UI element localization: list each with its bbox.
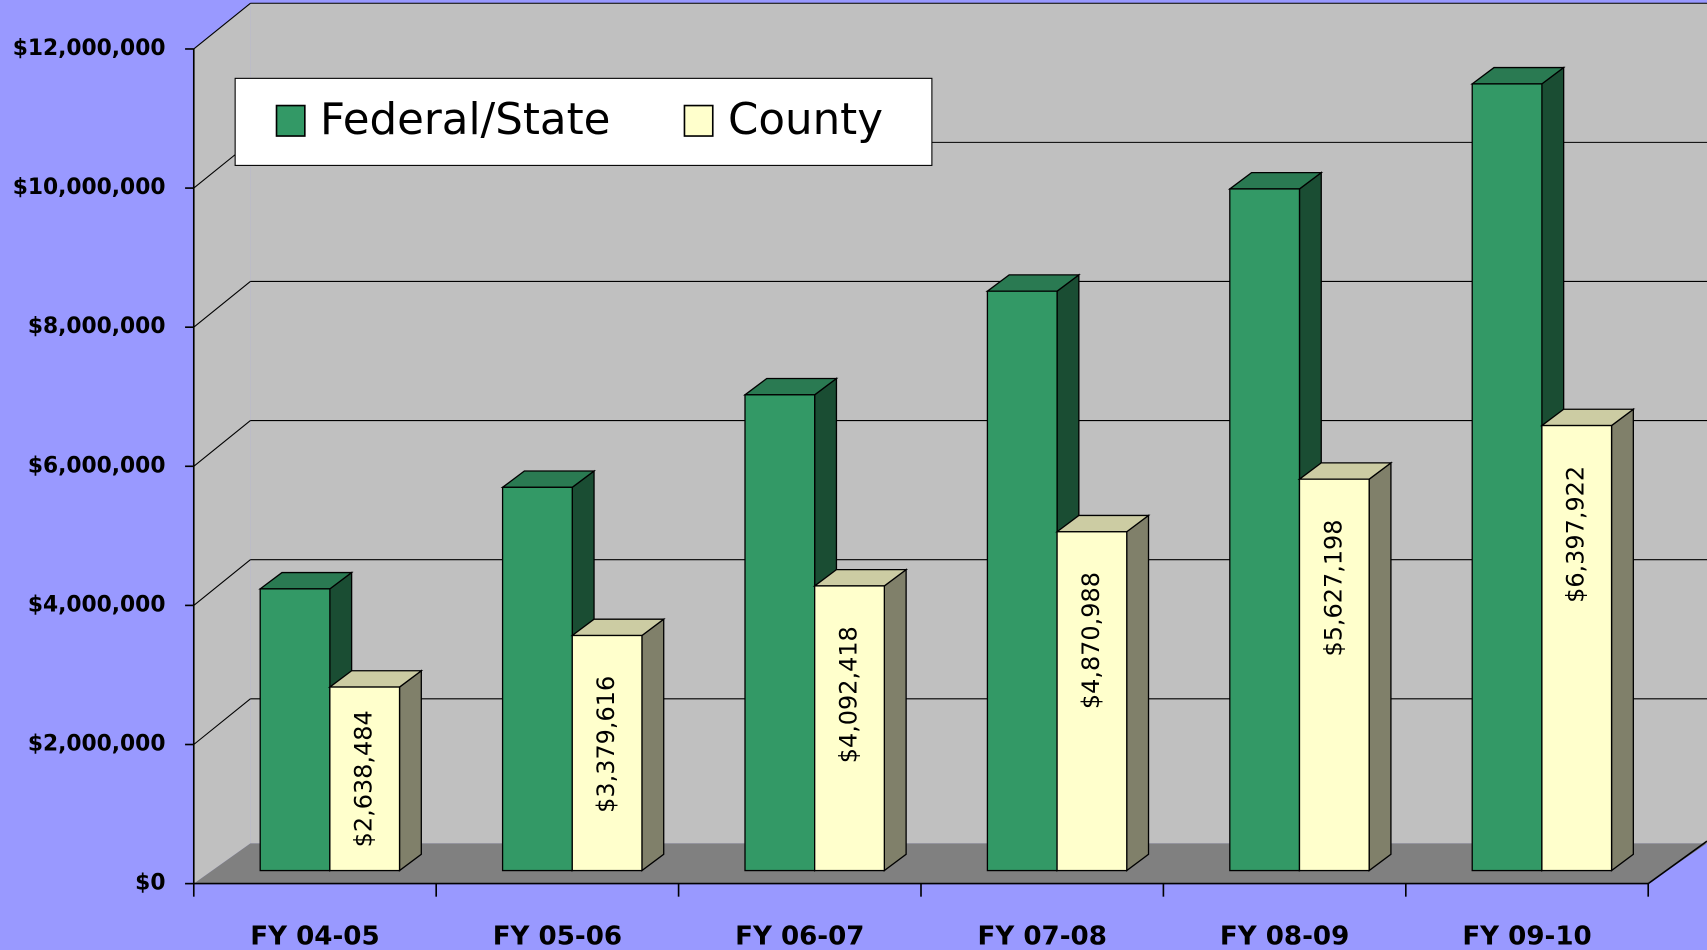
x-tick-label: FY 05-06 [493, 922, 622, 950]
value-label: $4,870,988 [1077, 572, 1105, 709]
bars: $2,638,484 $3,379,616 $4,092,418 $4,870,988… [258, 66, 1636, 872]
bar-front [1229, 188, 1301, 872]
bar-front [329, 686, 401, 872]
y-tick-label: $6,000,000 [28, 453, 166, 478]
x-tick-label: FY 09-10 [1462, 922, 1591, 950]
y-tick-label: $12,000,000 [13, 36, 166, 61]
bar-side [1368, 461, 1392, 872]
bar [812, 568, 909, 872]
y-tick-label: $0 [135, 871, 165, 896]
value-label: $6,397,922 [1562, 466, 1590, 603]
bar-front [986, 290, 1058, 872]
value-label: $3,379,616 [592, 676, 620, 813]
x-tick-label: FY 08-09 [1220, 922, 1349, 950]
bar [1539, 407, 1636, 872]
legend-box [234, 77, 933, 166]
x-axis-depth [1647, 840, 1707, 885]
value-label: $4,092,418 [835, 626, 863, 763]
x-tick-label: FY 07-08 [978, 922, 1107, 950]
bar-front [571, 634, 643, 872]
bar-side [398, 669, 422, 872]
bar-front [814, 585, 885, 872]
legend-label: Federal/State [320, 95, 610, 145]
grid-line-side [193, 559, 251, 606]
bar-front [1541, 424, 1613, 872]
x-tick-label: FY 04-05 [250, 922, 379, 950]
bar [570, 617, 666, 872]
y-tick-label: $8,000,000 [28, 314, 166, 339]
bar-side [883, 568, 907, 872]
grid-line-side [193, 2, 251, 50]
legend-swatch [275, 104, 306, 137]
grid-line-side [193, 281, 251, 328]
bar-front [1298, 478, 1370, 872]
bar-front [1471, 83, 1543, 872]
y-tick-label: $10,000,000 [13, 175, 166, 200]
legend: Federal/State County [234, 77, 933, 166]
bar-front [501, 486, 573, 872]
bar [1297, 461, 1393, 872]
value-label: $5,627,198 [1319, 519, 1347, 656]
grid-line-side [193, 698, 251, 745]
x-tick-label: FY 06-07 [735, 922, 864, 950]
bar-side [1610, 407, 1634, 872]
legend-label: County [728, 95, 883, 145]
y-tick-label: $4,000,000 [28, 592, 166, 617]
bar-front [1056, 531, 1128, 872]
legend-swatch [683, 104, 714, 137]
value-label: $2,638,484 [350, 710, 378, 847]
bar [327, 669, 424, 872]
grid-line-side [193, 420, 251, 467]
bar-front [744, 394, 816, 872]
bar-front [259, 588, 331, 872]
bar-side [641, 617, 665, 872]
bar [1055, 514, 1151, 872]
bar-side [1126, 514, 1150, 872]
y-tick-label: $2,000,000 [28, 732, 166, 757]
